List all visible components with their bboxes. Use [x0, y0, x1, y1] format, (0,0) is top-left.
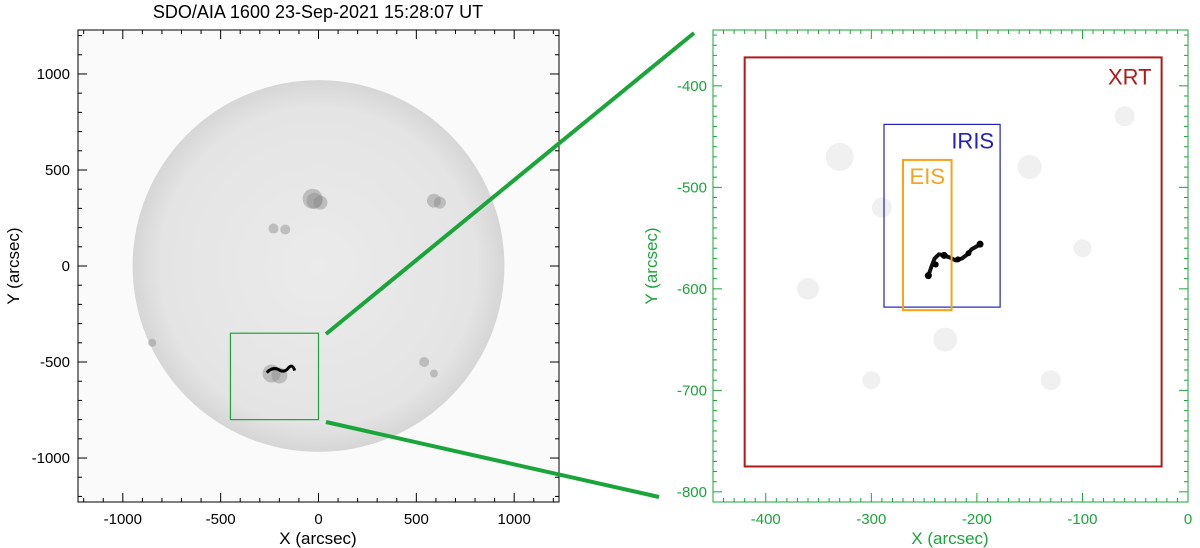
texture-blob — [871, 197, 892, 218]
plage-region — [268, 223, 279, 234]
plage-region — [313, 195, 328, 210]
texture-blob — [862, 371, 881, 390]
x-tick-label: 500 — [404, 511, 429, 528]
x-tick-label: 0 — [1184, 511, 1192, 528]
x-axis-label: X (arcsec) — [279, 529, 356, 548]
ribbon-knot — [932, 261, 939, 268]
x-tick-label: 1000 — [498, 511, 531, 528]
solar-disk — [132, 80, 505, 452]
y-tick-label: -600 — [677, 281, 707, 298]
texture-blob — [1040, 370, 1061, 391]
y-tick-label: 0 — [62, 258, 70, 275]
texture-blob — [1073, 239, 1092, 258]
plage-region — [280, 224, 291, 235]
texture-blob — [825, 142, 854, 171]
ribbon-knot — [965, 250, 972, 257]
flare-ribbon-small — [265, 364, 297, 374]
iris-label: IRIS — [951, 128, 994, 153]
ribbon-knot — [954, 256, 961, 263]
y-tick-label: -700 — [677, 382, 707, 399]
y-tick-label: -400 — [677, 78, 707, 95]
y-tick-label: -500 — [677, 179, 707, 196]
y-axis-label: Y (arcsec) — [642, 227, 661, 304]
texture-blob — [1017, 155, 1042, 180]
chromosphere-texture — [797, 106, 1135, 391]
x-tick-label: -300 — [856, 511, 886, 528]
x-tick-label: -200 — [962, 511, 992, 528]
plot-frame — [712, 29, 1189, 503]
active-regions — [148, 188, 446, 384]
plage-region — [306, 192, 323, 209]
panel-title: SDO/AIA 1600 23-Sep-2021 15:28:07 UT — [153, 2, 483, 22]
iris-fov-box — [883, 123, 1001, 308]
ribbon-knot — [976, 240, 984, 248]
axis-ticks: -400 -300 -200 -100 0 -800 -700 -600 -500 -400 — [677, 30, 1192, 528]
texture-blob — [933, 327, 958, 352]
y-tick-label: -500 — [40, 354, 70, 371]
plage-region — [302, 188, 323, 209]
plage-region — [419, 357, 430, 368]
eis-fov-box — [902, 158, 953, 312]
flare-ribbon — [924, 240, 984, 280]
y-axis-label: Y (arcsec) — [4, 227, 23, 304]
x-tick-label: -1000 — [104, 511, 142, 528]
zoom-connector-bottom — [325, 420, 660, 499]
texture-blob — [1114, 106, 1135, 127]
y-tick-label: -800 — [677, 484, 707, 501]
y-tick-label: -1000 — [32, 450, 70, 467]
x-tick-label: -100 — [1067, 511, 1097, 528]
eis-label: EIS — [910, 164, 945, 189]
plage-region — [429, 369, 438, 378]
plot-background — [713, 30, 1188, 502]
zoom-region-box — [229, 332, 320, 421]
x-tick-label: -500 — [206, 511, 236, 528]
xrt-fov-box — [743, 56, 1163, 468]
texture-blob — [797, 277, 819, 300]
plage-region — [426, 193, 441, 208]
ribbon-knot — [940, 251, 948, 259]
x-axis-label: X (arcsec) — [911, 529, 988, 548]
zoom-connector-top — [324, 31, 696, 336]
y-tick-label: 1000 — [37, 66, 70, 83]
flare-ribbon-path — [926, 242, 984, 278]
x-tick-label: 0 — [314, 511, 322, 528]
axis-ticks: -1000 -500 0 500 1000 -1000 -500 0 500 1000 — [32, 30, 559, 528]
plage-region — [148, 338, 157, 347]
y-tick-label: 500 — [45, 162, 70, 179]
xrt-label: XRT — [1108, 64, 1152, 89]
x-tick-label: -400 — [751, 511, 781, 528]
plage-region — [433, 196, 446, 209]
full-disk-panel: SDO/AIA 1600 23-Sep-2021 15:28:07 UT -10… — [4, 2, 560, 548]
ribbon-knot — [924, 272, 932, 280]
